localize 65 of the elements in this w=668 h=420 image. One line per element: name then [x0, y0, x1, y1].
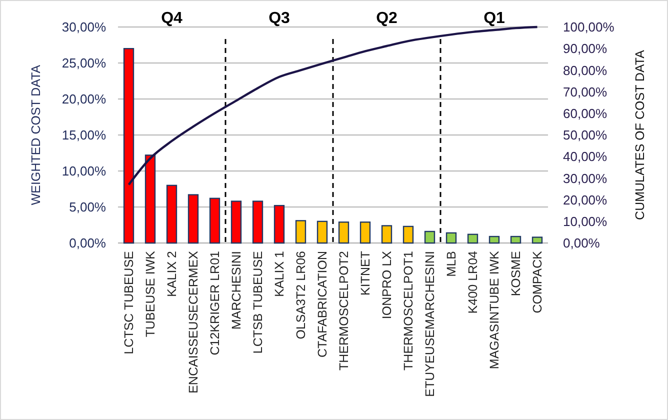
y2-tick-label: 10,00% [563, 214, 608, 229]
bar [144, 154, 156, 244]
y2-tick-label: 90,00% [563, 41, 608, 56]
y2-axis-title: CUMULATES OF COST DATA [633, 49, 647, 220]
bar [188, 194, 199, 244]
y-tick-label: 0,00% [69, 236, 106, 251]
bar [209, 198, 220, 244]
y2-tick-label: 80,00% [563, 62, 608, 78]
y2-tick-label: 50,00% [563, 128, 608, 143]
x-tick-label: THERMOSCELPOT2 [337, 250, 352, 370]
x-tick-label: THERMOSCELPOT1 [402, 250, 416, 370]
y2-tick-label: 100,00% [563, 20, 615, 35]
line-series [128, 26, 538, 186]
x-tick-label: OLSA3T2 LR06 [294, 250, 308, 340]
bar [316, 220, 328, 244]
y2-tick-label: 30,00% [563, 170, 608, 186]
bar [295, 220, 306, 244]
y-tick-label: 20,00% [62, 92, 106, 107]
y-tick-label: 30,00% [62, 20, 106, 35]
y2-tick-label: 20,00% [563, 192, 608, 208]
bar [381, 225, 392, 244]
bar [402, 226, 414, 244]
y-tick-label: 5,00% [69, 200, 106, 215]
x-tick-label: KALIX 1 [272, 250, 287, 297]
x-tick-label: IONPRO LX [380, 250, 394, 320]
bar [230, 200, 242, 244]
bar [488, 236, 500, 244]
bar [166, 184, 178, 244]
y2-tick-label: 40,00% [563, 149, 608, 164]
x-tick-label: KALIX 2 [165, 250, 180, 297]
bar [424, 230, 436, 244]
annotation: Q1 [484, 10, 506, 27]
bar [510, 236, 522, 244]
y-tick-label: 15,00% [62, 128, 106, 143]
annotation: Q3 [268, 10, 290, 27]
x-tick-label: KITNET [358, 250, 373, 296]
y-axis-title: WEIGHTED COST DATA [29, 64, 43, 206]
x-tick-label: K400 LR04 [466, 250, 480, 314]
annotation: Q4 [161, 10, 183, 27]
y2-tick-label: 70,00% [563, 84, 608, 100]
bar [446, 232, 457, 244]
bar [252, 200, 264, 244]
y-tick-label: 25,00% [62, 56, 106, 71]
annotation: Q2 [376, 10, 398, 27]
bar [532, 236, 543, 244]
x-tick-label: LCTSC TUBEUSE [122, 251, 136, 354]
x-tick-label: ETUYEUSEMARCHESINI [423, 251, 438, 397]
x-tick-label: MARCHESINI [230, 251, 244, 330]
bar [123, 48, 134, 244]
y2-tick-label: 0,00% [563, 236, 600, 251]
x-tick-label: TUBEUSE IWK [144, 250, 158, 338]
bar [338, 222, 350, 244]
x-tick-label: C12KRIGER LR01 [208, 250, 222, 356]
bar [274, 204, 285, 244]
bar [360, 222, 371, 244]
x-tick-label: COMPACK [530, 250, 545, 314]
y2-tick-label: 60,00% [563, 106, 608, 121]
x-tick-label: ENCAISSEUSECERMEX [186, 250, 201, 394]
bar [467, 234, 478, 244]
x-tick-label: KOSME [509, 251, 524, 296]
x-tick-label: MAGASINTUBE IWK [488, 250, 502, 370]
x-tick-label: CTAFABRICATION [316, 251, 330, 358]
y-tick-label: 10,00% [62, 164, 106, 179]
x-tick-label: LCTSB TUBEUSE [251, 251, 266, 354]
x-tick-label: MLB [444, 251, 459, 277]
